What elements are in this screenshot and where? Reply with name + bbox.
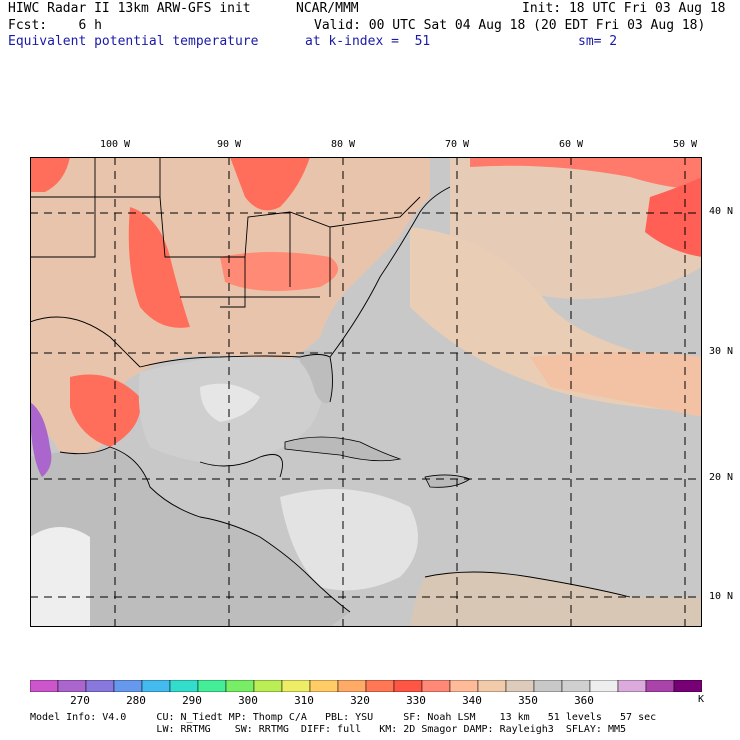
colorbar-swatch (169, 680, 199, 692)
field-white-pacific (30, 527, 90, 627)
colorbar-swatch (30, 680, 59, 692)
lon-label-70w: 70 W (444, 139, 470, 150)
land-cuba (284, 436, 402, 462)
init-time: Init: 18 UTC Fri 03 Aug 18 (522, 1, 726, 16)
lon-label-80w: 80 W (330, 139, 356, 150)
colorbar-swatch (561, 680, 591, 692)
field-white-gulf (200, 383, 260, 422)
forecast-hour: Fcst: 6 h (8, 18, 102, 33)
land-mexico-central-america (30, 447, 350, 627)
lon-label-50w: 50 W (672, 139, 698, 150)
lon-label-90w: 90 W (216, 139, 242, 150)
colorbar-swatch (645, 680, 675, 692)
colorbar-swatch (197, 680, 227, 692)
field-hot-northwest (30, 157, 70, 192)
colorbar-swatch (505, 680, 535, 692)
colorbar-tick-label: 340 (462, 694, 482, 707)
level-label: at k-index = 51 (305, 34, 431, 49)
colorbar-swatch (337, 680, 367, 692)
field-purple-baja (30, 402, 52, 477)
colorbar-swatch (281, 680, 311, 692)
lon-label-100w: 100 W (99, 139, 131, 150)
colorbar-swatch (533, 680, 563, 692)
colorbar (30, 680, 702, 692)
colorbar-tick-label: 320 (350, 694, 370, 707)
field-hot-northeast (645, 177, 702, 257)
map-frame (30, 157, 702, 627)
colorbar-swatch (225, 680, 255, 692)
lat-label-40n: 40 N (709, 206, 734, 217)
colorbar-swatch (477, 680, 507, 692)
field-warm-northeast (470, 157, 702, 189)
colorbar-tick-label: 280 (126, 694, 146, 707)
lat-label-20n: 20 N (709, 472, 734, 483)
land-florida (300, 350, 333, 404)
colorbar-swatch (113, 680, 143, 692)
field-hot-midwest (230, 157, 310, 211)
smoothing-label: sm= 2 (578, 34, 618, 49)
colorbar-swatch (393, 680, 423, 692)
model-title: HIWC Radar II 13km ARW-GFS init (8, 1, 251, 16)
colorbar-tick-label: 350 (518, 694, 538, 707)
colorbar-swatch (141, 680, 171, 692)
lat-label-30n: 30 N (709, 346, 734, 357)
field-warm-southeast (220, 252, 338, 291)
field-tan-north (450, 157, 702, 299)
colorbar-swatch (85, 680, 115, 692)
colorbar-swatch (57, 680, 87, 692)
colorbar-tick-label: 360 (574, 694, 594, 707)
colorbar-tick-label: 330 (406, 694, 426, 707)
field-name: Equivalent potential temperature (8, 34, 259, 49)
lat-lon-grid (30, 157, 702, 627)
colorbar-swatch (365, 680, 395, 692)
colorbar-unit: K (698, 694, 705, 705)
colorbar-tick-label: 270 (70, 694, 90, 707)
colorbar-swatch (617, 680, 647, 692)
colorbar-swatch (309, 680, 339, 692)
field-white-caribbean (280, 489, 418, 591)
colorbar-swatch (253, 680, 283, 692)
colorbar-tick-label: 300 (238, 694, 258, 707)
land-south-america (410, 572, 702, 627)
footer-physics-info: LW: RRTMG SW: RRTMG DIFF: full KM: 2D Sm… (30, 724, 627, 735)
political-boundaries (30, 157, 631, 613)
colorbar-swatch (673, 680, 702, 692)
valid-time: Valid: 00 UTC Sat 04 Aug 18 (20 EDT Fri … (314, 18, 706, 33)
theta-e-map (30, 157, 702, 627)
field-hot-mexico (70, 374, 141, 447)
lon-label-60w: 60 W (558, 139, 584, 150)
colorbar-swatch (449, 680, 479, 692)
organization: NCAR/MMM (296, 1, 359, 16)
lat-label-10n: 10 N (709, 591, 734, 602)
colorbar-swatch (589, 680, 619, 692)
field-peach-band (530, 352, 702, 417)
colorbar-tick-label: 290 (182, 694, 202, 707)
field-hot-plains (128, 207, 190, 328)
footer-model-info: Model Info: V4.0 CU: N_Tiedt MP: Thomp C… (30, 712, 657, 723)
colorbar-tick-label: 310 (294, 694, 314, 707)
colorbar-swatch (421, 680, 451, 692)
